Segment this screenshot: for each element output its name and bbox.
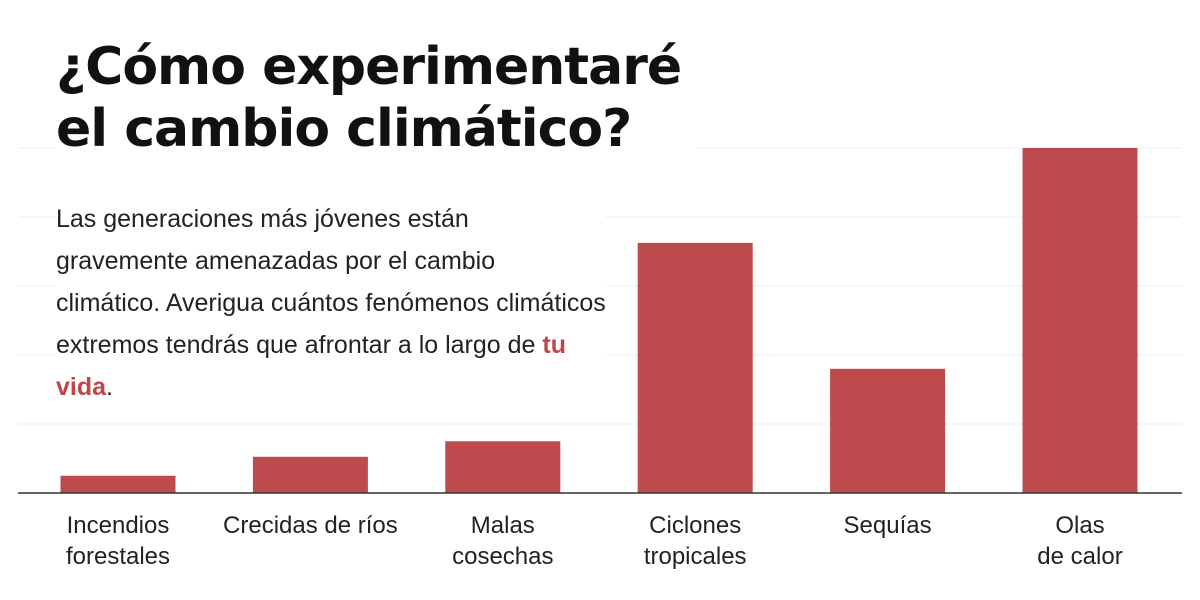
chart-subtitle: Las generaciones más jóvenes están grave… [56,198,606,408]
category-label-line: Olas [1055,512,1105,539]
bar [1022,148,1138,493]
category-label-line: forestales [65,543,171,570]
category-label-line: Incendios [66,512,170,539]
title-line-2: el cambio climático? [56,99,632,159]
title-line-1: ¿Cómo experimentaré [56,37,682,97]
chart-title: ¿Cómo experimentaré el cambio climático? [56,36,698,160]
category-label-line: tropicales [643,543,747,570]
category-label-line: Sequías [843,512,932,539]
category-label-line: cosechas [452,543,554,570]
category-label: Olas de calor [970,510,1190,572]
category-label: Ciclones tropicales [585,510,805,572]
subtitle-text: Las generaciones más jóvenes están grave… [56,205,606,359]
bar [60,475,176,493]
category-label-line: Malas [470,512,535,539]
category-label: Sequías [778,510,998,541]
bar [445,441,561,493]
category-label-line: Crecidas de ríos [223,512,398,539]
bars [60,148,1138,493]
subtitle-highlight: tu vida [56,331,566,401]
bar [830,368,946,493]
category-label-line: Ciclones [649,512,742,539]
subtitle-end: . [106,373,113,401]
category-label-line: de calor [1037,543,1123,570]
category-label: Malas cosechas [393,510,613,572]
category-label: Incendios forestales [8,510,228,572]
bar [637,242,753,493]
bar [252,456,368,493]
category-label: Crecidas de ríos [200,510,420,541]
